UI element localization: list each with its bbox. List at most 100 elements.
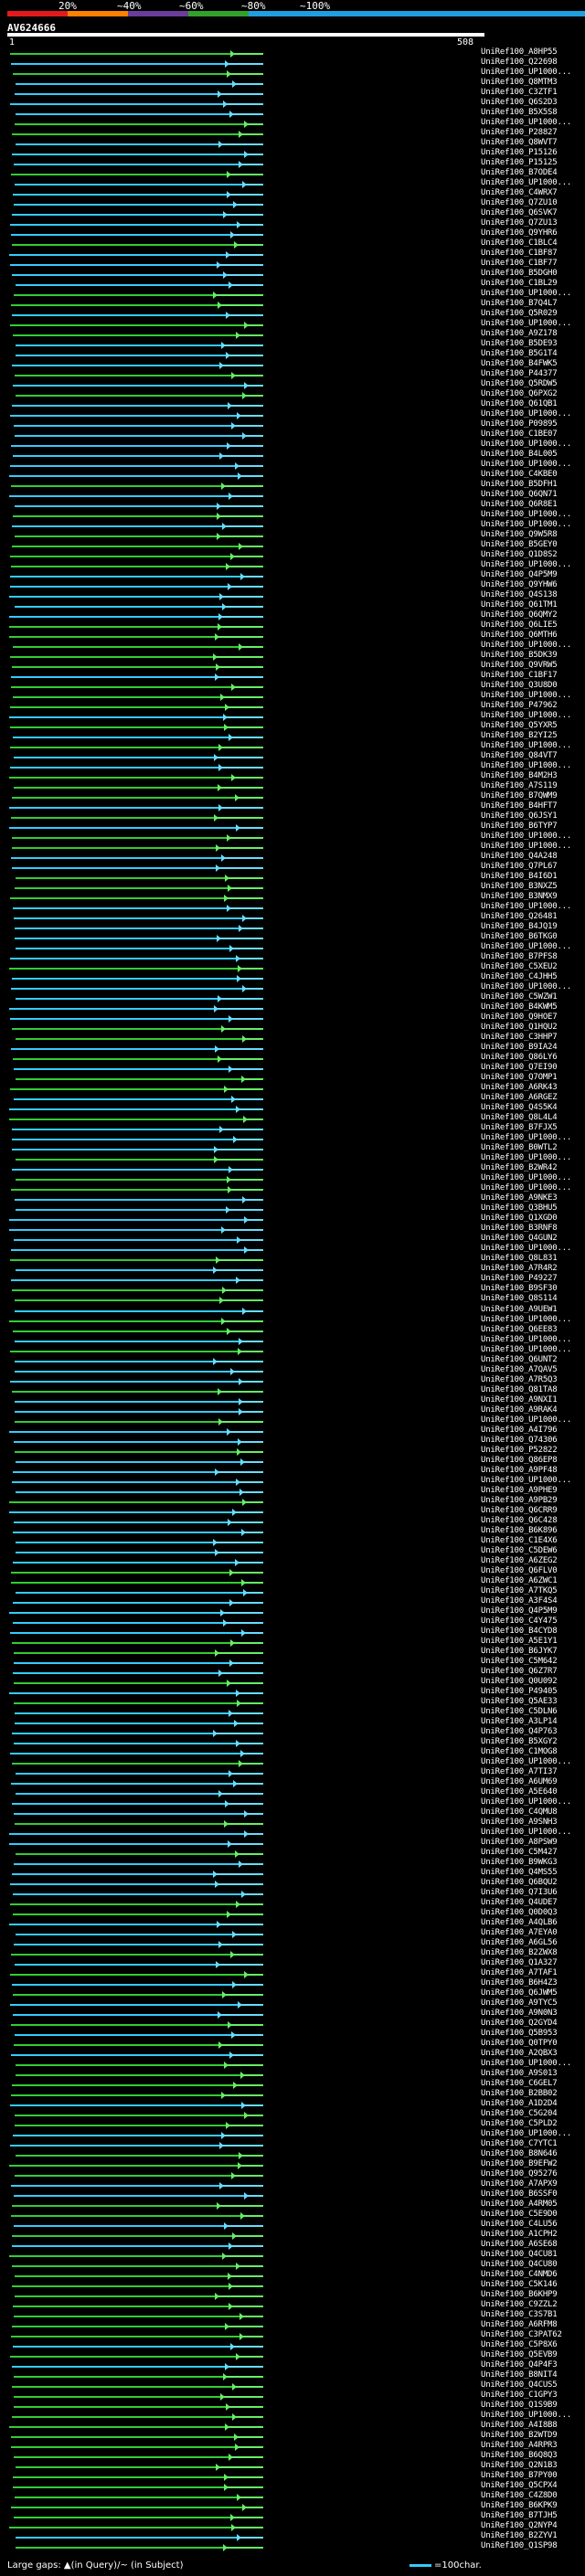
hit-bar[interactable]: [11, 2445, 237, 2448]
hit-label[interactable]: UniRef100_Q1SP98: [481, 2540, 558, 2550]
hit-row[interactable]: UniRef100_B4HFT7: [0, 801, 585, 812]
hit-label[interactable]: UniRef100_B9EFW2: [481, 2158, 558, 2168]
hit-bar[interactable]: [15, 123, 246, 126]
hit-bar[interactable]: [10, 1973, 246, 1976]
hit-bar[interactable]: [13, 2486, 226, 2488]
hit-row[interactable]: UniRef100_Q4CU80: [0, 2260, 585, 2270]
hit-bar[interactable]: [13, 385, 246, 387]
hit-row[interactable]: UniRef100_Q5RDW5: [0, 380, 585, 390]
hit-row[interactable]: UniRef100_C1E4X6: [0, 1536, 585, 1546]
hit-row[interactable]: UniRef100_C1BL29: [0, 280, 585, 290]
hit-label[interactable]: UniRef100_UP1000...: [481, 1797, 572, 1807]
hit-row[interactable]: UniRef100_Q1D8S2: [0, 551, 585, 561]
hit-label[interactable]: UniRef100_A6ZEG2: [481, 1555, 558, 1565]
hit-label[interactable]: UniRef100_Q5EVB9: [481, 2349, 558, 2359]
hit-label[interactable]: UniRef100_A9PHE9: [481, 1485, 558, 1495]
hit-row[interactable]: UniRef100_Q8L4L4: [0, 1114, 585, 1124]
hit-bar[interactable]: [12, 1139, 235, 1141]
hit-row[interactable]: UniRef100_UP1000...: [0, 1335, 585, 1345]
hit-bar[interactable]: [13, 194, 229, 196]
hit-row[interactable]: UniRef100_Q7I3U6: [0, 1888, 585, 1898]
hit-label[interactable]: UniRef100_Q7EI90: [481, 1063, 558, 1073]
hit-label[interactable]: UniRef100_A5E640: [481, 1786, 558, 1797]
hit-row[interactable]: UniRef100_UP1000...: [0, 2411, 585, 2421]
hit-label[interactable]: UniRef100_A7R5Q3: [481, 1374, 558, 1384]
hit-label[interactable]: UniRef100_UP1000...: [481, 289, 572, 299]
hit-row[interactable]: UniRef100_A6RGEZ: [0, 1094, 585, 1104]
hit-bar[interactable]: [11, 2335, 241, 2337]
hit-row[interactable]: UniRef100_UP1000...: [0, 1245, 585, 1255]
hit-bar[interactable]: [14, 204, 235, 207]
hit-label[interactable]: UniRef100_Q6QMY2: [481, 610, 558, 620]
hit-bar[interactable]: [12, 2365, 227, 2368]
hit-row[interactable]: UniRef100_A9S013: [0, 2068, 585, 2079]
hit-row[interactable]: UniRef100_B7QWM9: [0, 792, 585, 802]
hit-bar[interactable]: [15, 1722, 236, 1724]
hit-row[interactable]: UniRef100_P44377: [0, 370, 585, 380]
hit-bar[interactable]: [15, 1400, 240, 1403]
hit-bar[interactable]: [9, 1923, 218, 1925]
hit-label[interactable]: UniRef100_B7Q4L7: [481, 299, 558, 309]
hit-row[interactable]: UniRef100_A7S119: [0, 782, 585, 792]
hit-label[interactable]: UniRef100_Q1HQU2: [481, 1023, 558, 1033]
hit-label[interactable]: UniRef100_B4HFT7: [481, 801, 558, 811]
hit-row[interactable]: UniRef100_C5G204: [0, 2108, 585, 2119]
hit-row[interactable]: UniRef100_B2ZYV1: [0, 2531, 585, 2541]
hit-row[interactable]: UniRef100_A9UEW1: [0, 1305, 585, 1315]
hit-label[interactable]: UniRef100_UP1000...: [481, 691, 572, 701]
hit-bar[interactable]: [15, 1199, 244, 1202]
hit-label[interactable]: UniRef100_Q86LY6: [481, 1053, 558, 1063]
hit-bar[interactable]: [14, 1440, 239, 1443]
hit-row[interactable]: UniRef100_Q6S2D3: [0, 99, 585, 109]
hit-label[interactable]: UniRef100_B2WTD9: [481, 2430, 558, 2440]
hit-row[interactable]: UniRef100_Q2N1B3: [0, 2461, 585, 2471]
hit-label[interactable]: UniRef100_B7PFS8: [481, 952, 558, 962]
hit-bar[interactable]: [11, 2094, 223, 2096]
hit-bar[interactable]: [11, 63, 227, 65]
hit-label[interactable]: UniRef100_Q3U8D0: [481, 681, 558, 691]
hit-label[interactable]: UniRef100_Q0U092: [481, 1676, 558, 1686]
hit-label[interactable]: UniRef100_Q4P5M9: [481, 1606, 558, 1616]
hit-bar[interactable]: [10, 747, 220, 749]
hit-label[interactable]: UniRef100_A4I8B8: [481, 2420, 558, 2430]
hit-row[interactable]: UniRef100_Q6Z7R7: [0, 1667, 585, 1677]
hit-bar[interactable]: [13, 907, 229, 910]
hit-bar[interactable]: [13, 2134, 223, 2136]
hit-row[interactable]: UniRef100_C5K146: [0, 2280, 585, 2290]
hit-bar[interactable]: [14, 1862, 240, 1865]
hit-row[interactable]: UniRef100_B3NXZ5: [0, 883, 585, 893]
hit-row[interactable]: UniRef100_UP1000...: [0, 1154, 585, 1164]
hit-row[interactable]: UniRef100_C6GEL7: [0, 2079, 585, 2089]
hit-bar[interactable]: [12, 2325, 227, 2327]
hit-bar[interactable]: [16, 355, 228, 357]
hit-label[interactable]: UniRef100_A7TI37: [481, 1766, 558, 1776]
hit-label[interactable]: UniRef100_C1BLC4: [481, 239, 558, 249]
hit-bar[interactable]: [14, 1098, 233, 1101]
hit-row[interactable]: UniRef100_A8HP55: [0, 48, 585, 58]
hit-bar[interactable]: [15, 1370, 232, 1373]
hit-row[interactable]: UniRef100_B8N646: [0, 2149, 585, 2159]
hit-label[interactable]: UniRef100_Q5CPX4: [481, 2480, 558, 2490]
hit-bar[interactable]: [15, 2124, 228, 2126]
hit-row[interactable]: UniRef100_Q8S114: [0, 1295, 585, 1305]
hit-row[interactable]: UniRef100_B3RNF8: [0, 1224, 585, 1235]
hit-label[interactable]: UniRef100_C5G204: [481, 2108, 558, 2118]
hit-label[interactable]: UniRef100_A1D2D4: [481, 2098, 558, 2108]
hit-label[interactable]: UniRef100_Q6MTH6: [481, 631, 558, 641]
hit-label[interactable]: UniRef100_A9TYC5: [481, 1998, 558, 2008]
hit-label[interactable]: UniRef100_A9S013: [481, 2068, 558, 2078]
hit-bar[interactable]: [12, 1802, 227, 1805]
hit-bar[interactable]: [9, 2254, 224, 2257]
hit-label[interactable]: UniRef100_A4RPR3: [481, 2440, 558, 2450]
hit-bar[interactable]: [13, 646, 240, 649]
hit-bar[interactable]: [9, 1229, 223, 1232]
hit-bar[interactable]: [10, 1259, 218, 1262]
hit-bar[interactable]: [15, 184, 244, 186]
hit-row[interactable]: UniRef100_Q5EVB9: [0, 2349, 585, 2360]
hit-bar[interactable]: [9, 2164, 239, 2167]
hit-row[interactable]: UniRef100_UP1000...: [0, 1415, 585, 1426]
hit-label[interactable]: UniRef100_A8HP55: [481, 48, 558, 57]
hit-row[interactable]: UniRef100_C4QMU8: [0, 1807, 585, 1818]
hit-row[interactable]: UniRef100_C5P8X6: [0, 2340, 585, 2350]
hit-row[interactable]: UniRef100_UP1000...: [0, 832, 585, 843]
